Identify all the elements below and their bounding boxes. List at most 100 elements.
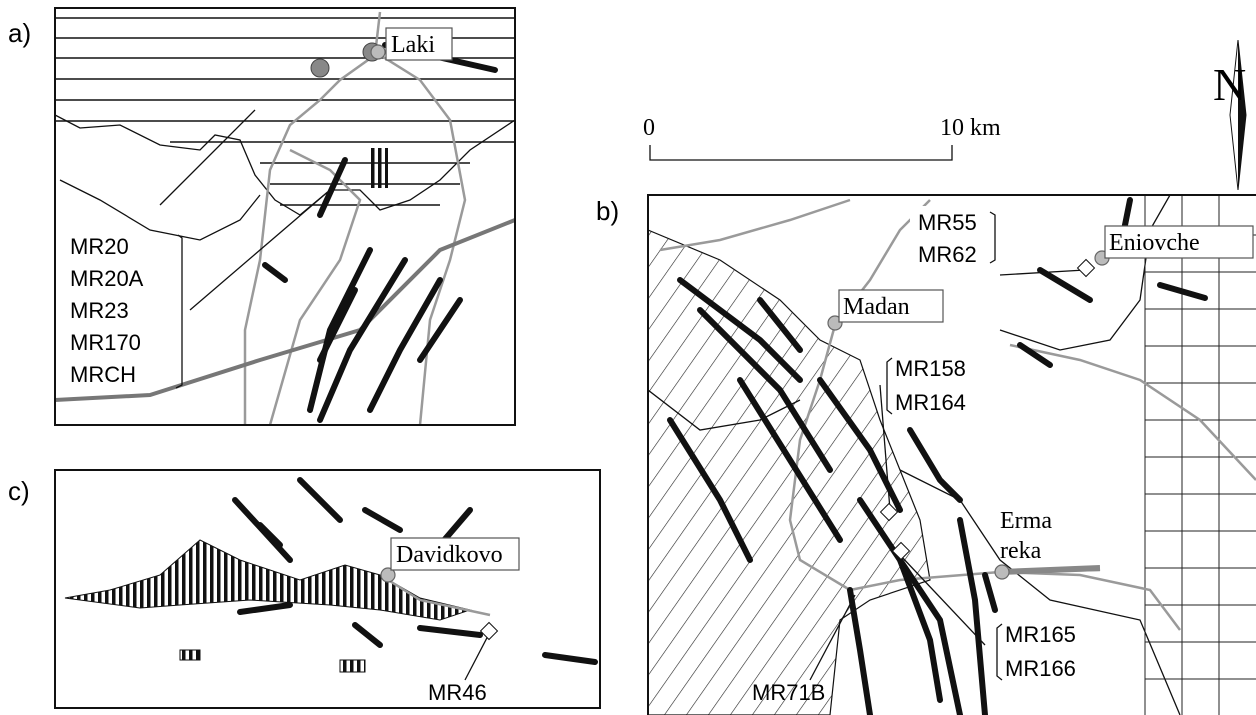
road: [659, 198, 851, 252]
scale-label: 10 km: [940, 115, 1001, 141]
sample-label: MR158: [895, 356, 966, 381]
contact: [648, 389, 801, 431]
map-b: [648, 195, 1256, 715]
contact: [55, 114, 515, 216]
contact: [59, 179, 261, 241]
contact: [999, 195, 1171, 351]
road: [379, 53, 467, 425]
strata: [55, 17, 515, 206]
bracket: [996, 623, 1003, 681]
dike: [417, 625, 483, 638]
sample-label: MR62: [918, 242, 977, 267]
frame: [54, 469, 601, 709]
leader: [464, 631, 491, 681]
road: [788, 324, 1101, 592]
sample-label: MR164: [895, 390, 966, 415]
intrusion: [370, 148, 388, 188]
leader: [999, 269, 1086, 276]
dike: [307, 247, 373, 413]
dike: [317, 287, 358, 363]
map-c: [64, 477, 598, 681]
panel-c: c) Davidkovo MR46: [8, 469, 601, 709]
dike: [417, 297, 463, 363]
road: [243, 11, 382, 425]
panel-label: a): [8, 18, 31, 48]
leader: [899, 554, 986, 646]
sample-site: [879, 502, 899, 522]
dike: [257, 522, 283, 548]
hatched-unit: [648, 229, 931, 715]
dike: [362, 507, 403, 533]
sample-label: MR170: [70, 330, 141, 355]
north-arrow: N: [1213, 39, 1247, 191]
town-marker: [994, 564, 1010, 580]
dike: [237, 602, 293, 615]
place-name: Davidkovo: [396, 542, 503, 568]
road: [999, 570, 1181, 631]
label-box: [385, 27, 453, 61]
sample-site: [479, 621, 499, 641]
dike: [1037, 267, 1093, 303]
dike: [352, 622, 383, 648]
dike: [897, 557, 963, 715]
panel-a: a): [8, 7, 516, 426]
frame: [54, 7, 516, 426]
dike: [667, 417, 753, 563]
leader: [189, 189, 331, 311]
label-box: [838, 289, 944, 323]
grid: [1144, 195, 1256, 715]
north-label: N: [1213, 59, 1246, 110]
town-marker: [380, 567, 396, 583]
place-name: Erma: [1000, 508, 1052, 534]
intrusion: [179, 649, 201, 661]
scale-label: 0: [643, 115, 655, 141]
town-marker: [370, 44, 386, 60]
dike: [857, 497, 943, 703]
sample-label: MR71B: [752, 680, 825, 705]
dike: [1157, 282, 1208, 301]
dike: [317, 257, 408, 423]
leader: [879, 384, 891, 511]
dike: [677, 277, 803, 383]
label-box: [390, 537, 520, 571]
bracket: [886, 357, 893, 415]
panel-b: b): [596, 194, 1256, 715]
sample-label: MR20A: [70, 266, 144, 291]
dike: [317, 157, 348, 218]
label-box: [1104, 225, 1254, 259]
place-name: Laki: [391, 32, 435, 58]
marker: [310, 58, 330, 78]
dike: [542, 652, 598, 665]
leader: [809, 594, 856, 681]
road: [384, 576, 491, 617]
sample-label: MR165: [1005, 622, 1076, 647]
river: [999, 565, 1101, 575]
label-bg: [910, 206, 1002, 266]
place-name: Eniovche: [1109, 230, 1200, 256]
bracket: [175, 234, 183, 389]
dike: [737, 377, 843, 543]
dike: [982, 572, 998, 613]
frame: [647, 194, 1256, 715]
sample-label: MR166: [1005, 656, 1076, 681]
contact: [899, 469, 1181, 715]
sample-label: MR23: [70, 298, 129, 323]
sample-label: MR20: [70, 234, 129, 259]
border: [55, 218, 515, 402]
dike: [817, 377, 903, 513]
scale-bar: 0 10 km: [643, 115, 1001, 161]
dike: [757, 297, 803, 353]
panel-label: b): [596, 196, 619, 226]
panel-label: c): [8, 476, 30, 506]
road: [1009, 343, 1256, 481]
dike: [297, 477, 343, 523]
sample-site: [1076, 258, 1096, 278]
dike: [1017, 342, 1053, 368]
sample-label: MR55: [918, 210, 977, 235]
dike: [697, 307, 833, 473]
map-a: [55, 11, 515, 425]
sample-label: MR46: [428, 680, 487, 705]
sample-site: [891, 541, 911, 561]
scale-line: [649, 145, 953, 161]
